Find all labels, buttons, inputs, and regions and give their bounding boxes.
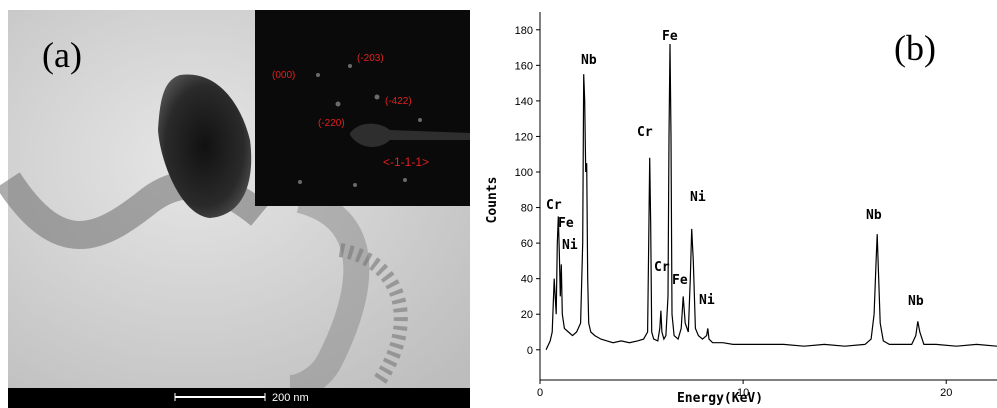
peak-label: Cr bbox=[654, 260, 670, 275]
y-tick-label: 80 bbox=[521, 203, 533, 215]
x-axis-label: Energy(KeV) bbox=[677, 391, 763, 406]
diffraction-spots bbox=[298, 64, 422, 187]
y-tick-label: 40 bbox=[521, 274, 533, 286]
panel-a: (000) (-203) (-422) (-220) <-1-1-1> (a) … bbox=[0, 10, 470, 408]
peak-label: Fe bbox=[672, 273, 688, 288]
peak-label: Fe bbox=[558, 216, 574, 231]
particle bbox=[158, 74, 252, 219]
x-tick-label: 10 bbox=[737, 387, 749, 399]
peak-label: Fe bbox=[662, 29, 678, 44]
inset-label: <-1-1-1> bbox=[383, 155, 429, 169]
peak-label: Nb bbox=[581, 53, 597, 68]
peak-label: Ni bbox=[690, 190, 706, 205]
y-tick-label: 140 bbox=[515, 96, 533, 108]
peak-label: Nb bbox=[908, 294, 924, 309]
panel-b: (b) Energy(KeV) Counts 02040608010012014… bbox=[485, 12, 997, 406]
panel-label: (b) bbox=[894, 28, 936, 68]
inset-label: (-203) bbox=[357, 53, 384, 64]
inset-label: (-422) bbox=[385, 96, 412, 107]
saed-inset bbox=[255, 10, 470, 206]
peak-label: Nb bbox=[866, 208, 882, 223]
spectrum-line bbox=[545, 43, 997, 351]
y-tick-label: 60 bbox=[521, 238, 533, 250]
inset-label: (000) bbox=[272, 70, 295, 81]
inset-label: (-220) bbox=[318, 118, 345, 129]
peak-label: Cr bbox=[637, 125, 653, 140]
y-tick-label: 180 bbox=[515, 25, 533, 37]
band bbox=[288, 187, 370, 401]
x-tick-label: 20 bbox=[940, 387, 952, 399]
y-tick-label: 120 bbox=[515, 131, 533, 143]
y-tick-label: 20 bbox=[521, 309, 533, 321]
y-axis-label: Counts bbox=[485, 177, 500, 224]
peak-label: Cr bbox=[546, 198, 562, 213]
y-tick-label: 0 bbox=[527, 345, 533, 357]
fringes bbox=[338, 243, 408, 384]
y-tick-label: 100 bbox=[515, 167, 533, 179]
panel-label: (a) bbox=[42, 35, 82, 75]
beam-stop bbox=[350, 123, 470, 147]
peak-label: Ni bbox=[562, 238, 578, 253]
x-tick-label: 0 bbox=[537, 387, 543, 399]
scale-bar-label: 200 nm bbox=[272, 392, 309, 404]
peak-label: Ni bbox=[699, 293, 715, 308]
y-tick-label: 160 bbox=[515, 60, 533, 72]
